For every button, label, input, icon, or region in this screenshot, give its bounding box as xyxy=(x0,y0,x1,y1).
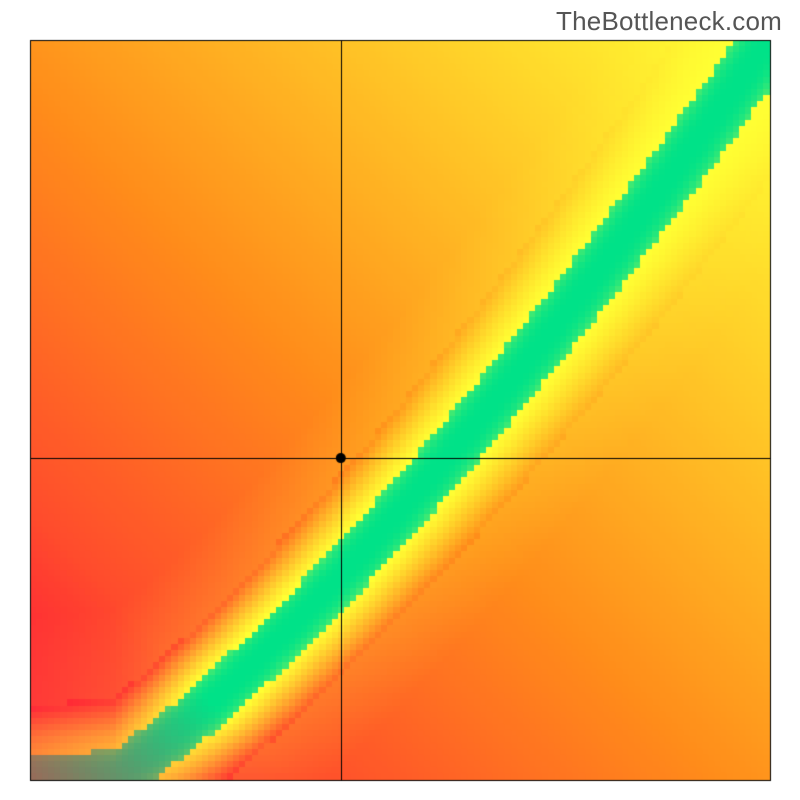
root-container: TheBottleneck.com xyxy=(0,0,800,800)
heatmap-canvas xyxy=(0,0,800,800)
watermark-label: TheBottleneck.com xyxy=(556,6,782,37)
